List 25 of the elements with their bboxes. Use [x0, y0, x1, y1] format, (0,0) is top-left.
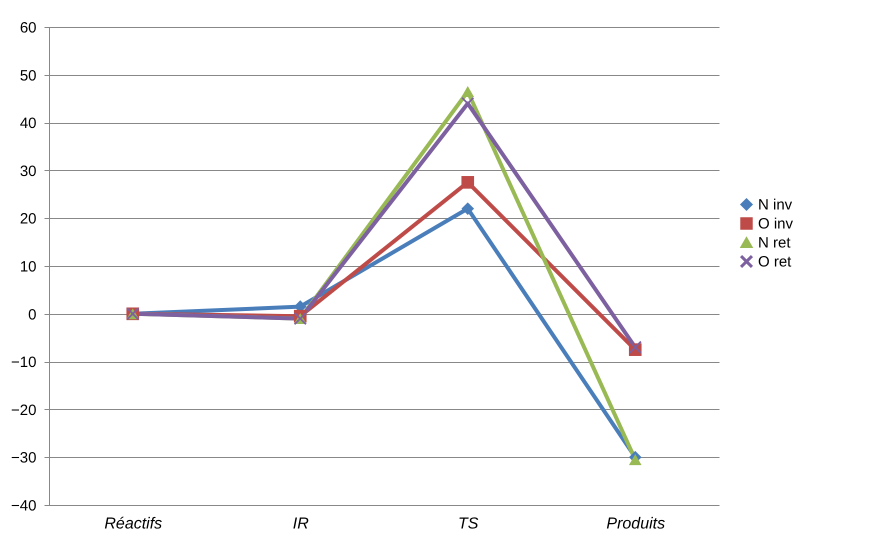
y-tick-label: 20 [20, 210, 36, 228]
point [628, 340, 642, 354]
point [461, 86, 474, 98]
legend-label: N inv [758, 196, 793, 214]
y-tick-label: −40 [11, 498, 36, 514]
y-tick-label: −10 [11, 354, 36, 372]
y-tick-label: 60 [20, 20, 36, 36]
y-tick-label: 30 [20, 162, 36, 180]
x-tick-label: Réactifs [104, 516, 162, 532]
point [628, 454, 642, 466]
point [461, 176, 474, 189]
y-tick-label: −30 [11, 450, 36, 467]
legend-label: N ret [758, 234, 792, 252]
point [461, 97, 474, 110]
y-tick-label: 10 [20, 258, 36, 276]
y-tick-label: −20 [11, 402, 36, 419]
legend-label: O inv [758, 216, 794, 232]
point [461, 202, 474, 215]
y-tick-label: 40 [20, 115, 36, 132]
y-tick-label: 50 [20, 67, 36, 84]
y-tick-label: 0 [28, 306, 36, 324]
x-tick-label: Produits [606, 516, 666, 532]
x-tick-label: IR [292, 516, 310, 532]
x-tick-label: TS [458, 516, 479, 532]
legend-label: O ret [758, 254, 792, 270]
